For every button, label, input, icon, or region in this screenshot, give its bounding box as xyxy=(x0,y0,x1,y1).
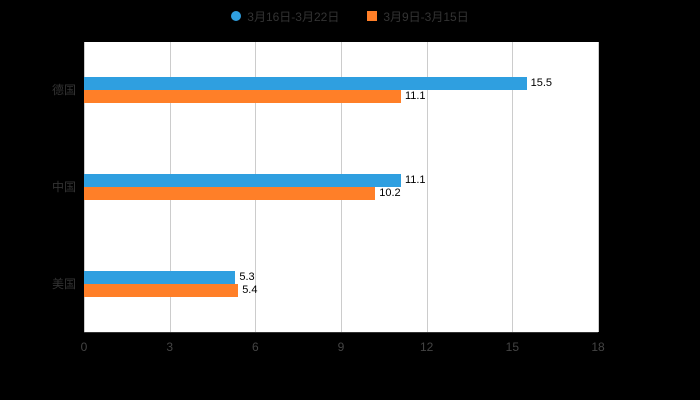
legend-marker-circle xyxy=(231,11,242,21)
category-label-2: 美国 xyxy=(51,276,76,291)
x-tick-label-1: 3 xyxy=(166,340,173,354)
x-tick-label-5: 15 xyxy=(505,340,520,354)
value-label: 5.4 xyxy=(242,283,258,296)
x-tick-label-3: 9 xyxy=(337,340,345,354)
value-label: 11.1 xyxy=(404,174,426,186)
bar-德国-series-0 xyxy=(84,77,527,91)
category-label-1: 中国 xyxy=(51,180,76,194)
bar-美国-series-1 xyxy=(84,283,239,297)
legend-label: 3月16日-3月22日 xyxy=(247,9,340,24)
x-tick-label-6: 18 xyxy=(591,340,605,354)
value-label: 5.3 xyxy=(239,270,255,283)
value-label: 10.2 xyxy=(379,187,401,199)
legend: 3月16日-3月22日 3月9日-3月15日 xyxy=(0,6,700,26)
legend-item-1[interactable]: 3月9日-3月15日 xyxy=(367,8,469,25)
bar-美国-series-0 xyxy=(84,270,236,284)
plot-area: 15.5 11.1 11.1 10.2 5.3 5.4 xyxy=(84,42,599,333)
gridline xyxy=(598,42,599,332)
x-tick-label-4: 12 xyxy=(419,340,434,354)
category-label-0: 德国 xyxy=(51,83,76,98)
gridline xyxy=(512,42,514,332)
bar-中国-series-0 xyxy=(84,174,401,187)
bar-中国-series-1 xyxy=(84,187,376,200)
value-label: 11.1 xyxy=(404,90,426,103)
x-tick-label-2: 6 xyxy=(251,340,259,354)
legend-marker-square xyxy=(367,11,378,21)
x-tick-label-0: 0 xyxy=(80,340,88,354)
bar-德国-series-1 xyxy=(84,90,401,104)
legend-item-0[interactable]: 3月16日-3月22日 xyxy=(231,8,339,25)
gridline xyxy=(426,42,428,332)
value-label: 15.5 xyxy=(530,77,553,90)
legend-label: 3月9日-3月15日 xyxy=(383,9,469,24)
